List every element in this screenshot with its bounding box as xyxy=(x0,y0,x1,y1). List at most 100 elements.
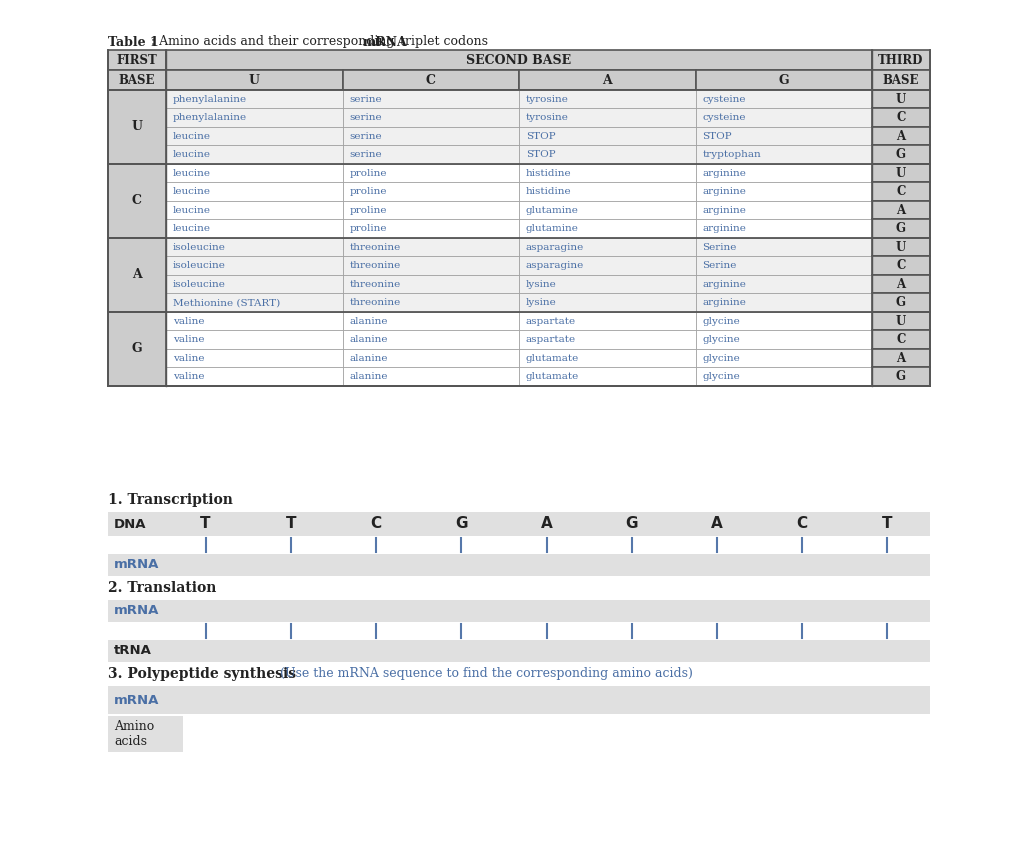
Text: SECOND BASE: SECOND BASE xyxy=(467,53,571,67)
Bar xyxy=(166,201,342,219)
Text: leucine: leucine xyxy=(173,187,211,197)
Text: (Use the mRNA sequence to find the corresponding amino acids): (Use the mRNA sequence to find the corre… xyxy=(276,667,693,680)
Text: C: C xyxy=(896,111,905,125)
Bar xyxy=(519,108,695,127)
Text: C: C xyxy=(896,185,905,198)
Bar xyxy=(108,716,183,752)
Text: aspartate: aspartate xyxy=(526,317,577,326)
Text: glutamate: glutamate xyxy=(526,372,580,381)
Bar xyxy=(166,294,342,312)
Bar xyxy=(872,182,930,201)
Bar xyxy=(342,146,519,164)
Bar xyxy=(695,219,872,238)
Bar xyxy=(108,600,930,622)
Bar xyxy=(519,219,695,238)
Bar xyxy=(342,70,519,90)
Bar xyxy=(519,182,695,201)
Text: valine: valine xyxy=(173,317,205,326)
Bar xyxy=(166,182,342,201)
Bar xyxy=(166,146,342,164)
Text: proline: proline xyxy=(349,187,387,197)
Text: G: G xyxy=(896,296,906,309)
Text: A: A xyxy=(896,278,905,291)
Text: cysteine: cysteine xyxy=(702,113,746,122)
Bar xyxy=(695,275,872,294)
Bar xyxy=(108,554,930,576)
Text: arginine: arginine xyxy=(702,280,746,289)
Bar xyxy=(872,368,930,386)
Text: serine: serine xyxy=(349,113,382,122)
Text: BASE: BASE xyxy=(119,74,156,86)
Bar xyxy=(166,164,342,182)
Bar xyxy=(872,330,930,349)
Text: cysteine: cysteine xyxy=(702,95,746,103)
Text: glutamate: glutamate xyxy=(526,354,580,363)
Bar xyxy=(342,108,519,127)
Text: glycine: glycine xyxy=(702,372,740,381)
Bar xyxy=(166,349,342,368)
Text: phenylalanine: phenylalanine xyxy=(173,95,247,103)
Text: C: C xyxy=(371,517,382,532)
Text: T: T xyxy=(286,517,296,532)
Bar xyxy=(695,368,872,386)
Bar xyxy=(872,201,930,219)
Bar xyxy=(519,70,695,90)
Text: leucine: leucine xyxy=(173,150,211,159)
Text: mRNA: mRNA xyxy=(362,36,408,48)
Text: alanine: alanine xyxy=(349,317,388,326)
Bar xyxy=(342,257,519,275)
Bar xyxy=(695,146,872,164)
Bar xyxy=(872,90,930,108)
Text: tryptophan: tryptophan xyxy=(702,150,761,159)
Text: THIRD: THIRD xyxy=(879,53,924,67)
Text: T: T xyxy=(882,517,893,532)
Bar xyxy=(166,312,342,330)
Text: STOP: STOP xyxy=(526,132,556,141)
Bar xyxy=(519,164,695,182)
Text: phenylalanine: phenylalanine xyxy=(173,113,247,122)
Text: G: G xyxy=(132,342,142,356)
Text: Amino
acids: Amino acids xyxy=(114,720,155,748)
Text: leucine: leucine xyxy=(173,224,211,233)
Bar xyxy=(108,238,166,312)
Bar xyxy=(108,640,930,662)
Bar xyxy=(872,70,930,90)
Text: glycine: glycine xyxy=(702,335,740,344)
Text: threonine: threonine xyxy=(349,280,400,289)
Text: tRNA: tRNA xyxy=(114,645,152,657)
Text: threonine: threonine xyxy=(349,261,400,270)
Text: asparagine: asparagine xyxy=(526,261,585,270)
Text: A: A xyxy=(896,130,905,143)
Bar xyxy=(872,146,930,164)
Bar xyxy=(695,127,872,146)
Text: BASE: BASE xyxy=(883,74,920,86)
Bar xyxy=(519,127,695,146)
Bar xyxy=(342,219,519,238)
Text: C: C xyxy=(896,333,905,346)
Text: C: C xyxy=(426,74,436,86)
Bar xyxy=(342,127,519,146)
Bar xyxy=(342,238,519,257)
Bar xyxy=(342,201,519,219)
Text: mRNA: mRNA xyxy=(114,694,160,706)
Bar xyxy=(108,70,166,90)
Text: C: C xyxy=(797,517,808,532)
Bar xyxy=(695,70,872,90)
Bar xyxy=(519,146,695,164)
Text: arginine: arginine xyxy=(702,298,746,307)
Text: glutamine: glutamine xyxy=(526,206,579,215)
Bar xyxy=(108,312,166,386)
Text: C: C xyxy=(132,195,142,208)
Text: mRNA: mRNA xyxy=(114,558,160,572)
Bar xyxy=(695,90,872,108)
Bar xyxy=(519,90,695,108)
Text: leucine: leucine xyxy=(173,132,211,141)
Bar xyxy=(342,182,519,201)
Text: isoleucine: isoleucine xyxy=(173,261,226,270)
Bar xyxy=(872,50,930,70)
Text: glutamine: glutamine xyxy=(526,224,579,233)
Text: A: A xyxy=(541,517,552,532)
Bar xyxy=(519,349,695,368)
Text: histidine: histidine xyxy=(526,169,571,178)
Bar xyxy=(519,312,695,330)
